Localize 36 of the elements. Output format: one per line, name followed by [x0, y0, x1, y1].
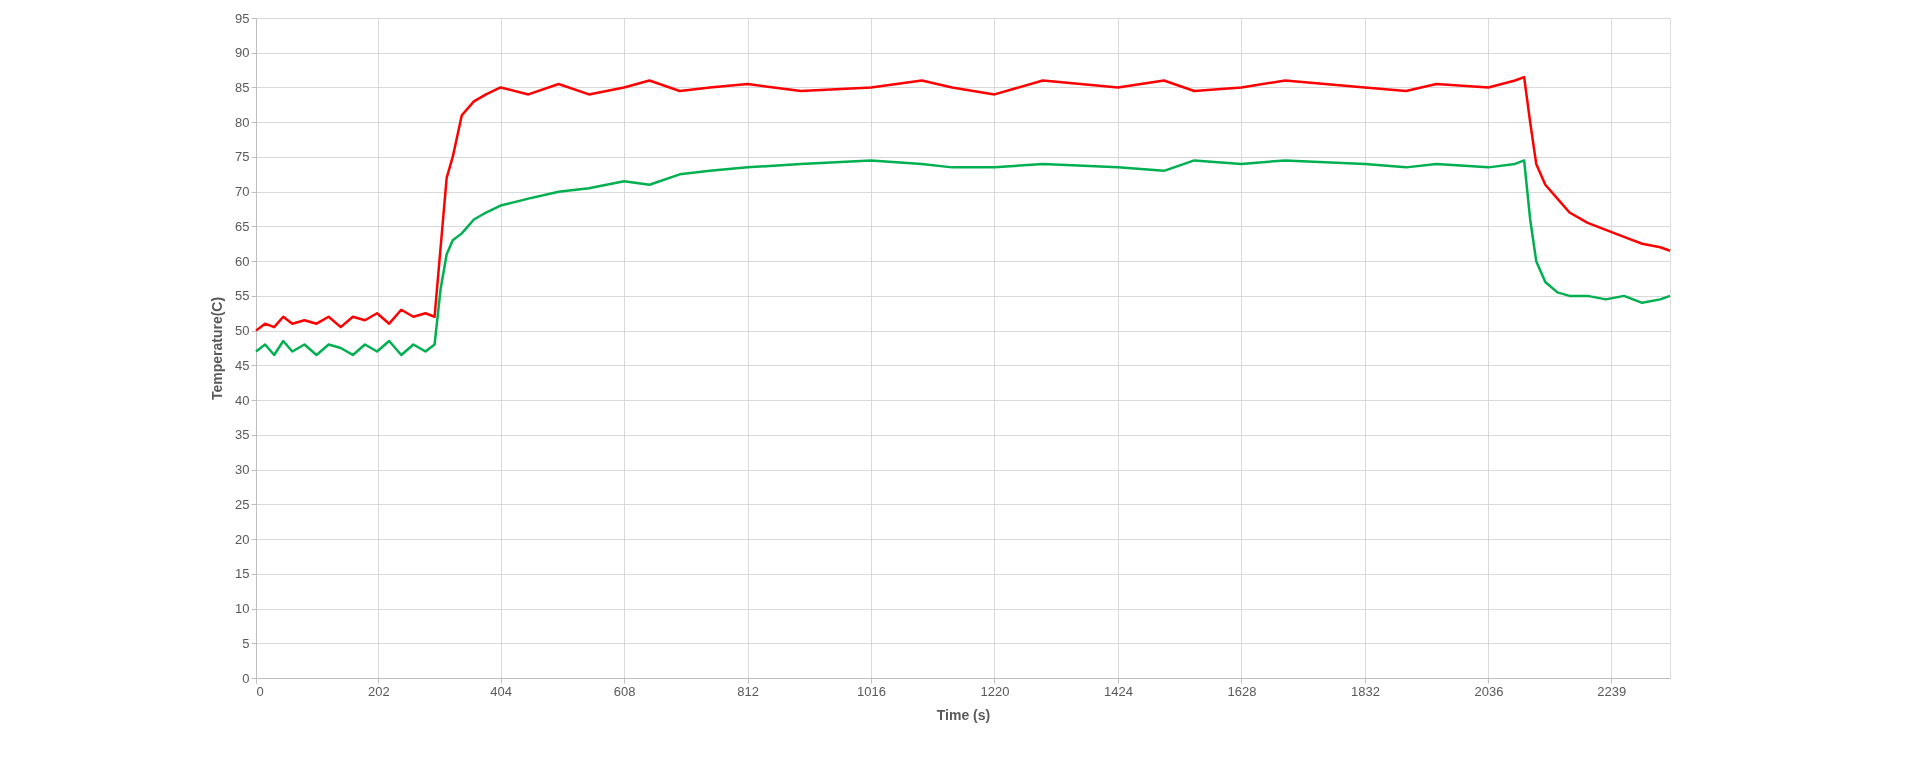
y-tick-label: 90 — [235, 45, 250, 61]
y-tick-label: 65 — [235, 218, 250, 234]
x-tick-label: 2239 — [1597, 683, 1627, 699]
y-tick-label: 45 — [235, 357, 250, 373]
y-tick-label: 5 — [242, 635, 250, 651]
x-tick-label: 812 — [737, 683, 759, 699]
y-tick-label: 35 — [235, 427, 250, 443]
y-tick-label: 0 — [242, 670, 250, 686]
x-tick-label: 1832 — [1350, 683, 1380, 699]
y-tick-label: 50 — [235, 323, 250, 339]
x-tick-label: 0 — [256, 683, 264, 699]
y-tick-label: 70 — [235, 184, 250, 200]
x-axis-title: Time (s) — [936, 706, 991, 723]
y-tick-label: 30 — [235, 462, 250, 478]
y-tick-label: 95 — [235, 10, 250, 26]
y-tick-label: 40 — [235, 392, 250, 408]
y-axis-title: Temperature(C) — [209, 296, 226, 401]
y-tick-label: 20 — [235, 531, 250, 547]
x-tick-label: 1424 — [1104, 683, 1133, 699]
line-series — [254, 75, 1672, 332]
x-tick-label: 608 — [613, 683, 636, 699]
y-tick-label: 60 — [235, 253, 250, 269]
x-tick-label: 202 — [367, 683, 390, 699]
x-tick-label: 2036 — [1474, 683, 1504, 699]
line-series — [254, 159, 1672, 357]
x-tick-label: 1628 — [1227, 683, 1257, 699]
x-tick-label: 1016 — [857, 683, 886, 699]
y-tick-label: 10 — [235, 601, 250, 617]
y-tick-label: 80 — [235, 114, 250, 130]
y-tick-label: 85 — [235, 79, 250, 95]
y-tick-label: 15 — [235, 566, 250, 582]
x-tick-label: 1220 — [980, 683, 1010, 699]
y-tick-label: 55 — [235, 288, 250, 304]
x-tick-label: 404 — [490, 683, 512, 699]
y-tick-label: 25 — [235, 496, 250, 512]
y-tick-label: 75 — [235, 149, 250, 165]
